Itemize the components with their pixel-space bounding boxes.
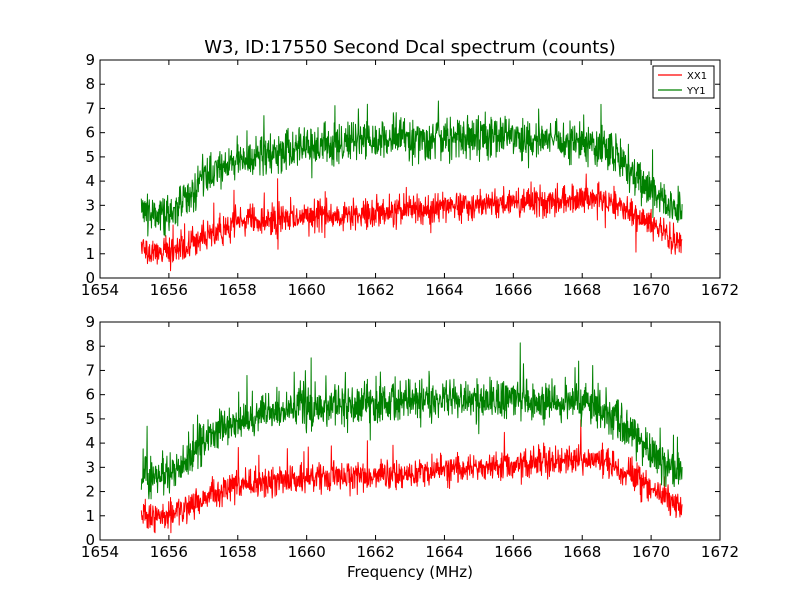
- x-tick-label: 1664: [425, 543, 463, 561]
- y-tick-label: 0: [85, 269, 95, 287]
- x-axis-label: Frequency (MHz): [347, 563, 473, 581]
- legend-label: XX1: [687, 71, 707, 82]
- x-tick-label: 1670: [632, 281, 670, 299]
- x-tick-label: 1672: [701, 281, 739, 299]
- x-tick-label: 1672: [701, 543, 739, 561]
- x-tick-label: 1656: [150, 543, 188, 561]
- x-tick-label: 1656: [150, 281, 188, 299]
- x-tick-label: 1658: [219, 281, 257, 299]
- y-tick-label: 1: [85, 245, 95, 263]
- plot-frame: [99, 59, 721, 279]
- series-1-line: [140, 419, 683, 534]
- y-tick-label: 4: [85, 172, 95, 190]
- y-tick-label: 8: [85, 337, 95, 355]
- x-tick-label: 1666: [494, 281, 532, 299]
- y-tick-label: 7: [85, 99, 95, 117]
- y-tick-label: 1: [85, 507, 95, 525]
- y-tick-label: 3: [85, 458, 95, 476]
- xx1-line: [140, 173, 683, 272]
- x-tick-label: 1654: [81, 281, 119, 299]
- y-tick-label: 5: [85, 148, 95, 166]
- y-tick-label: 2: [85, 221, 95, 239]
- y-tick-label: 6: [85, 386, 95, 404]
- x-tick-label: 1666: [494, 543, 532, 561]
- chart-title: W3, ID:17550 Second Dcal spectrum (count…: [204, 37, 616, 58]
- x-tick-label: 1662: [356, 543, 394, 561]
- x-tick-label: 1670: [632, 543, 670, 561]
- x-tick-label: 1654: [81, 543, 119, 561]
- x-tick-label: 1664: [425, 281, 463, 299]
- top-panel: 1654 1656 1658 1660 1662 1664 1666 1668 1670 1672…: [81, 51, 739, 299]
- x-tick-label: 1660: [288, 543, 326, 561]
- plot-frame: [99, 321, 721, 541]
- x-tick-label: 1658: [219, 543, 257, 561]
- y-tick-label: 2: [85, 483, 95, 501]
- y-tick-label: 5: [85, 410, 95, 428]
- yy1-line: [140, 100, 683, 237]
- y-tick-label: 7: [85, 361, 95, 379]
- y-tick-label: 6: [85, 124, 95, 142]
- y-tick-label: 3: [85, 196, 95, 214]
- x-tick-label: 1662: [356, 281, 394, 299]
- y-tick-label: 0: [85, 531, 95, 549]
- x-tick-label: 1668: [563, 543, 601, 561]
- series-2-line: [140, 342, 683, 500]
- x-tick-label: 1668: [563, 281, 601, 299]
- y-tick-label: 9: [85, 51, 95, 69]
- y-tick-label: 9: [85, 313, 95, 331]
- bottom-panel: 1654 1656 1658 1660 1662 1664 1666 1668 1670 1672…: [81, 313, 739, 561]
- y-tick-label: 4: [85, 434, 95, 452]
- legend-label: YY1: [686, 86, 706, 97]
- y-tick-label: 8: [85, 75, 95, 93]
- x-tick-label: 1660: [288, 281, 326, 299]
